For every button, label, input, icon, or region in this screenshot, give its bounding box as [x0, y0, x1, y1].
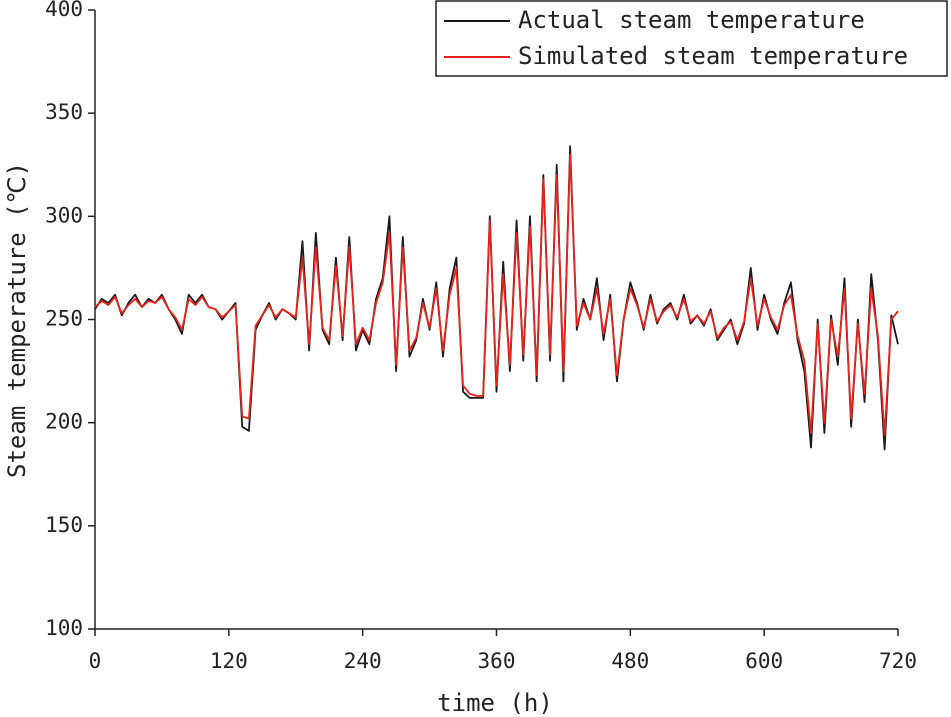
y-axis-label: Steam temperature (℃)	[3, 162, 31, 478]
x-tick-label: 480	[611, 649, 649, 673]
x-tick-label: 360	[478, 649, 516, 673]
x-tick-label: 120	[210, 649, 248, 673]
legend-label: Simulated steam temperature	[518, 42, 908, 70]
x-tick-label: 720	[879, 649, 917, 673]
x-tick-label: 240	[344, 649, 382, 673]
legend-label: Actual steam temperature	[518, 6, 865, 34]
data-line	[94, 145, 899, 451]
y-tick-label: 300	[45, 203, 83, 227]
x-tick-label: 600	[745, 649, 783, 673]
legend-box	[435, 0, 948, 77]
data-line	[94, 153, 899, 436]
y-tick-label: 250	[45, 307, 83, 331]
y-tick-label: 400	[45, 0, 83, 21]
y-tick-label: 200	[45, 410, 83, 434]
y-tick-label: 100	[45, 616, 83, 640]
y-tick-label: 350	[45, 100, 83, 124]
x-axis-label: time (h)	[437, 689, 553, 717]
y-tick-label: 150	[45, 513, 83, 537]
x-tick-label: 0	[89, 649, 102, 673]
